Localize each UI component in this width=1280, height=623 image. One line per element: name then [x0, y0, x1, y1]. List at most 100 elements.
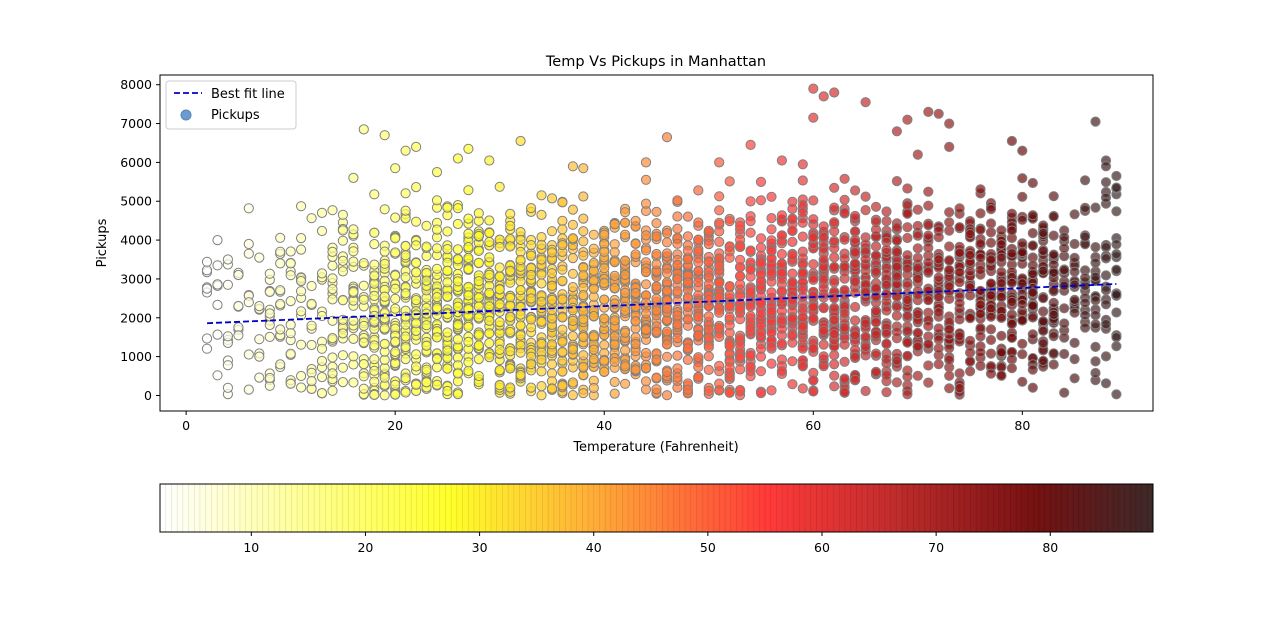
- colorbar-stripe: [1089, 483, 1097, 533]
- scatter-point: [400, 311, 411, 322]
- scatter-point: [526, 382, 537, 393]
- colorbar-stripe: [981, 483, 989, 533]
- scatter-point: [808, 375, 819, 386]
- scatter-point: [306, 213, 317, 224]
- scatter-point: [975, 224, 986, 235]
- scatter-point: [860, 191, 871, 202]
- scatter-point: [776, 305, 788, 317]
- scatter-point: [337, 328, 348, 339]
- scatter-point: [735, 339, 746, 350]
- scatter-point: [473, 276, 484, 287]
- scatter-point: [714, 360, 725, 371]
- scatter-point: [452, 276, 463, 287]
- colorbar-stripe: [730, 483, 737, 533]
- scatter-point: [766, 253, 777, 265]
- scatter-point: [1017, 145, 1028, 156]
- scatter-point: [818, 303, 829, 314]
- scatter-point: [1100, 242, 1112, 253]
- scatter-point: [755, 366, 767, 377]
- scatter-point: [766, 306, 777, 317]
- scatter-point: [494, 271, 505, 282]
- scatter-point: [348, 351, 359, 362]
- scatter-point: [1027, 210, 1038, 221]
- colorbar-stripe: [256, 483, 264, 533]
- scatter-point: [944, 241, 955, 252]
- scatter-point: [1100, 351, 1112, 362]
- scatter-point: [902, 208, 913, 219]
- scatter-point: [379, 372, 390, 383]
- scatter-point: [766, 385, 777, 396]
- scatter-point: [1100, 192, 1112, 203]
- scatter-point: [411, 240, 422, 251]
- scatter-point: [327, 294, 338, 305]
- scatter-point: [536, 254, 547, 265]
- scatter-point: [776, 210, 788, 221]
- colorbar-stripe: [644, 483, 652, 533]
- scatter-point: [881, 387, 892, 398]
- scatter-point: [484, 328, 495, 339]
- scatter-point: [912, 273, 923, 285]
- plot-area: [159, 74, 1154, 412]
- scatter-point: [735, 220, 746, 231]
- scatter-point: [651, 281, 662, 292]
- scatter-point: [818, 232, 829, 243]
- scatter-point: [599, 355, 610, 366]
- scatter-point: [567, 377, 579, 388]
- colorbar-stripe: [724, 483, 732, 533]
- scatter-point: [891, 326, 903, 338]
- colorbar-stripe: [907, 483, 914, 533]
- scatter-point: [609, 315, 620, 326]
- scatter-point: [923, 266, 934, 277]
- scatter-point: [546, 383, 558, 394]
- scatter-point: [1038, 265, 1049, 276]
- scatter-point: [714, 226, 725, 237]
- scatter-point: [421, 320, 432, 331]
- colorbar-ticks: 10 20 30 40 50 60 70 80: [243, 532, 1058, 555]
- colorbar-stripe: [958, 483, 966, 533]
- scatter-point: [630, 238, 641, 249]
- scatter-point: [1038, 245, 1049, 256]
- scatter-point: [818, 351, 829, 362]
- scatter-point: [421, 340, 432, 351]
- scatter-point: [1048, 191, 1059, 202]
- scatter-point: [996, 362, 1007, 373]
- scatter-point: [870, 201, 882, 212]
- scatter-point: [829, 261, 840, 273]
- colorbar-stripe: [924, 483, 931, 533]
- scatter-point: [505, 241, 516, 252]
- scatter-point: [1059, 243, 1070, 254]
- scatter-point: [787, 214, 798, 225]
- scatter-point: [755, 388, 767, 399]
- scatter-point: [1006, 248, 1018, 259]
- colorbar-stripe: [570, 483, 578, 533]
- scatter-point: [714, 191, 725, 202]
- scatter-point: [588, 344, 599, 355]
- scatter-point: [337, 362, 348, 373]
- scatter-point: [452, 254, 463, 265]
- scatter-point: [400, 205, 411, 216]
- scatter-point: [933, 272, 944, 283]
- scatter-point: [1069, 266, 1080, 277]
- scatter-point: [703, 311, 714, 322]
- colorbar-stripe: [359, 483, 366, 533]
- colorbar-stripe: [319, 483, 327, 533]
- scatter-point: [881, 244, 892, 255]
- scatter-point: [588, 354, 599, 365]
- scatter-point: [1080, 297, 1091, 308]
- scatter-point: [306, 320, 317, 331]
- colorbar-stripe: [878, 483, 886, 533]
- scatter-point: [609, 270, 620, 281]
- scatter-point: [1069, 307, 1080, 318]
- scatter-point: [944, 118, 955, 129]
- colorbar-stripe: [524, 483, 532, 533]
- scatter-point: [348, 224, 359, 235]
- scatter-point: [818, 283, 829, 294]
- colorbar-stripe: [353, 483, 361, 533]
- scatter-point: [985, 311, 997, 322]
- scatter-point: [996, 252, 1007, 263]
- colorbar-stripe: [1055, 483, 1063, 533]
- scatter-point: [285, 296, 296, 307]
- scatter-point: [411, 349, 422, 360]
- scatter-point: [473, 312, 484, 323]
- colorbar-stripe: [205, 483, 212, 533]
